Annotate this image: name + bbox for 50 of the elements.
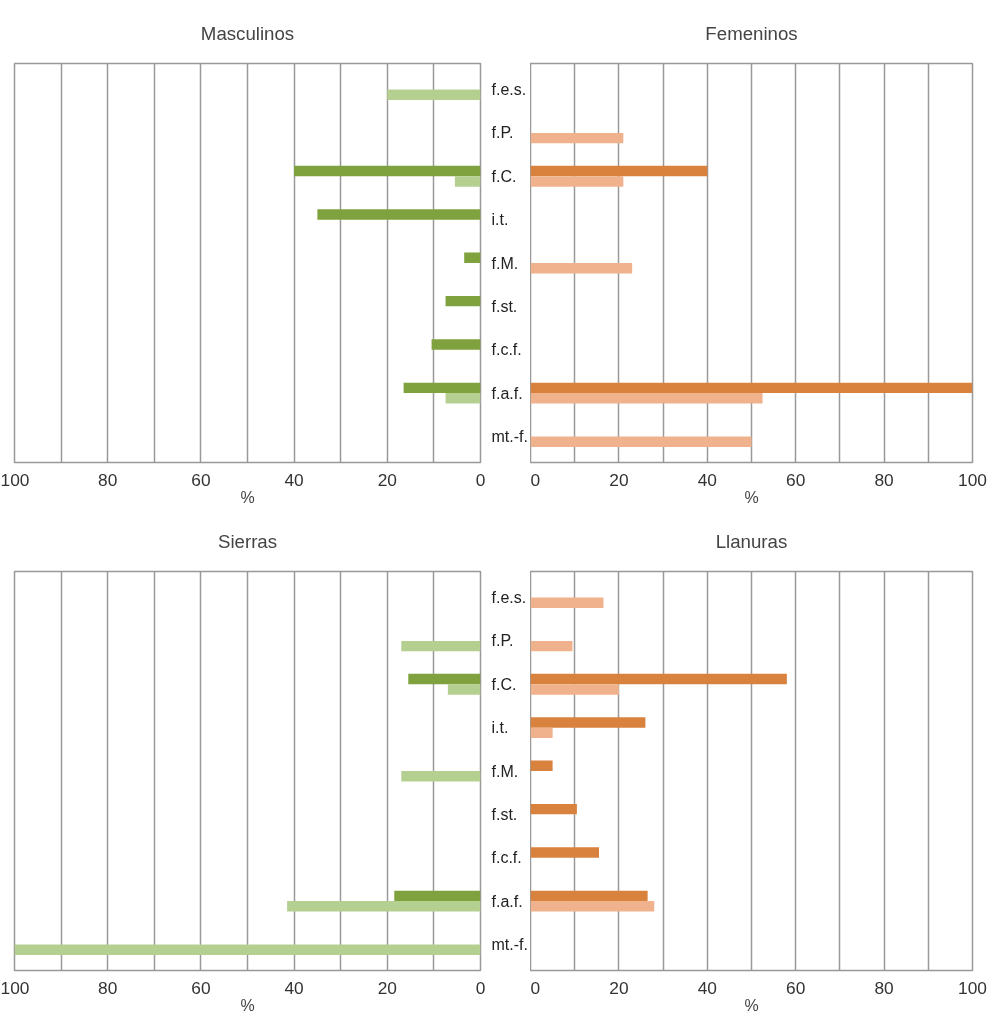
y-tick-label: f.C.	[491, 675, 517, 693]
x-tick-label: 0	[530, 977, 541, 998]
y-tick-label: f.e.s.	[491, 589, 527, 607]
x-tick-label: 20	[609, 469, 629, 490]
x-tick-label: 40	[284, 469, 304, 490]
x-tick-label: 40	[284, 977, 304, 998]
x-tick-label: 60	[786, 977, 806, 998]
x-axis-title: %	[744, 996, 759, 1014]
y-tick-label: f.st.	[491, 805, 518, 823]
chart-title: Llanuras	[715, 530, 788, 552]
y-tick-label: f.M.	[491, 254, 519, 272]
y-tick-label: f.a.f.	[491, 384, 523, 402]
x-tick-label: 80	[874, 977, 894, 998]
x-tick-label: 80	[874, 469, 894, 490]
x-tick-label: 80	[98, 977, 118, 998]
y-tick-label: f.e.s.	[491, 81, 527, 99]
x-tick-label: 60	[786, 469, 806, 490]
y-tick-label: f.a.f.	[491, 892, 523, 910]
x-axis-title: %	[240, 488, 255, 506]
y-tick-label: i.t.	[491, 211, 509, 229]
chart-title: Sierras	[217, 530, 278, 552]
x-tick-label: 20	[609, 977, 629, 998]
y-tick-label: i.t.	[491, 719, 509, 737]
y-tick-label: mt.-f.	[491, 427, 528, 445]
x-axis-title: %	[744, 488, 759, 506]
x-tick-label: 0	[475, 977, 486, 998]
x-tick-label: 40	[697, 977, 717, 998]
x-tick-label: 20	[377, 977, 397, 998]
x-tick-label: 100	[0, 469, 30, 490]
chart-title: Masculinos	[200, 22, 295, 44]
x-tick-label: 0	[475, 469, 486, 490]
chart-title: Femeninos	[705, 22, 798, 44]
x-tick-label: 0	[530, 469, 541, 490]
y-tick-label: f.C.	[491, 167, 517, 185]
y-tick-label: f.P.	[491, 124, 514, 142]
y-tick-label: f.st.	[491, 297, 518, 315]
x-tick-label: 20	[377, 469, 397, 490]
x-axis-title: %	[240, 996, 255, 1014]
y-tick-label: f.P.	[491, 632, 514, 650]
x-tick-label: 60	[191, 469, 211, 490]
y-tick-label: f.M.	[491, 762, 519, 780]
x-tick-label: 40	[697, 469, 717, 490]
x-tick-label: 100	[0, 977, 30, 998]
x-tick-label: 60	[191, 977, 211, 998]
x-tick-label: 100	[958, 977, 987, 998]
x-tick-label: 100	[958, 469, 987, 490]
x-tick-label: 80	[98, 469, 118, 490]
y-tick-label: f.c.f.	[491, 341, 522, 359]
y-tick-label: f.c.f.	[491, 849, 522, 867]
y-tick-label: mt.-f.	[491, 935, 528, 953]
